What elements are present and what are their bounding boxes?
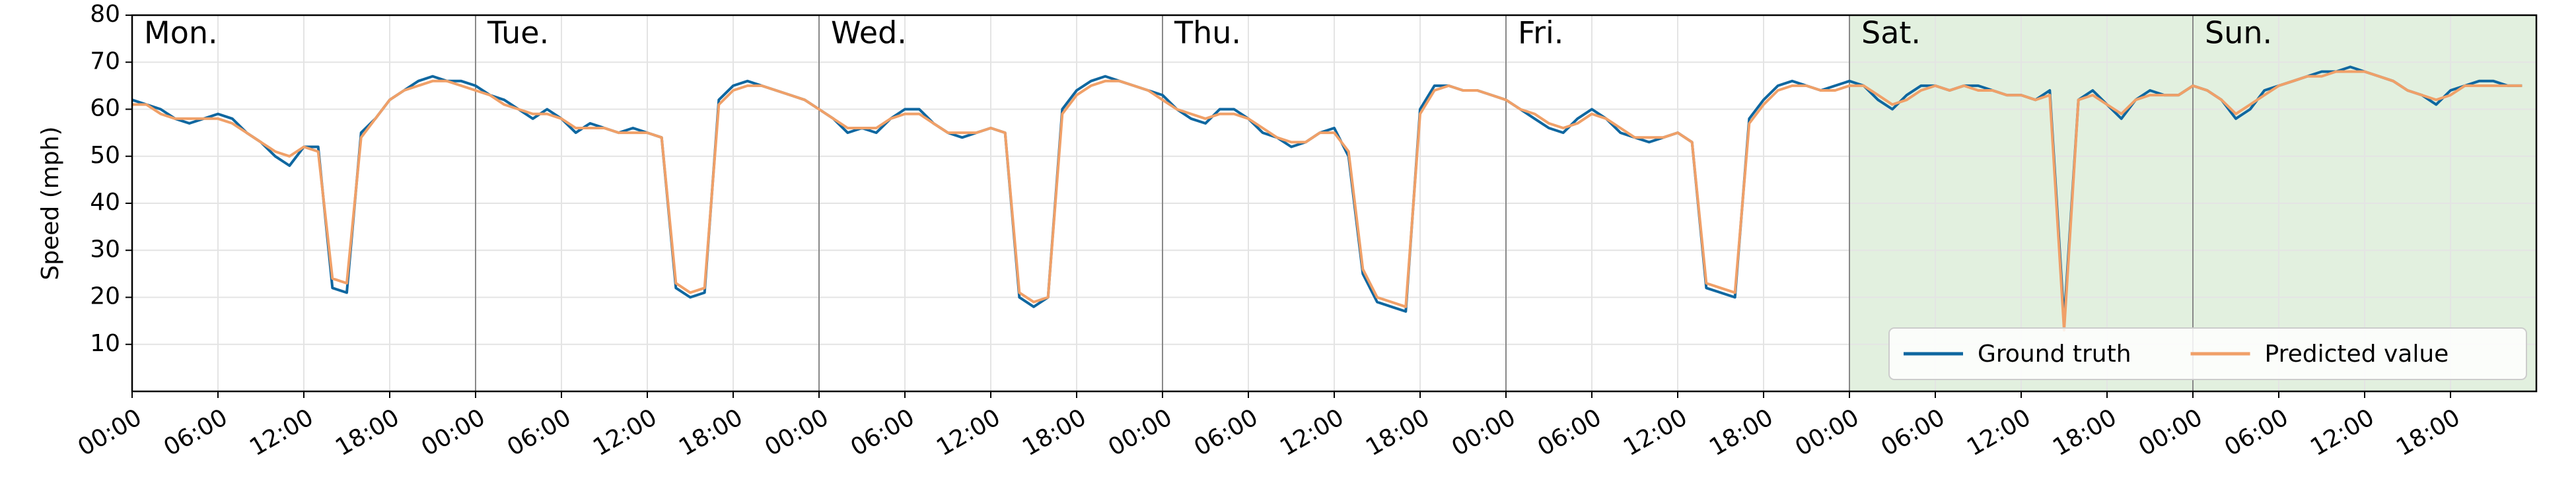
x-tick-label: 00:00 [1791, 404, 1863, 461]
y-tick-label: 50 [90, 142, 120, 169]
x-tick-label: 12:00 [1619, 404, 1692, 461]
x-tick-label: 12:00 [932, 404, 1005, 461]
x-tick-label: 00:00 [73, 404, 146, 461]
y-tick-label: 20 [90, 283, 120, 310]
legend-label: Predicted value [2265, 341, 2449, 368]
x-tick-label: 18:00 [1018, 404, 1091, 461]
day-label: Tue. [487, 15, 549, 50]
day-label: Thu. [1174, 15, 1241, 50]
x-tick-label: 06:00 [1877, 404, 1949, 461]
x-tick-label: 12:00 [1962, 404, 2035, 461]
plot-frame [131, 14, 2538, 393]
series-line [132, 70, 2522, 332]
y-axis-label: Speed (mph) [37, 126, 64, 280]
day-label: Fri. [1518, 15, 1563, 50]
y-tick-label: 40 [90, 189, 120, 216]
y-tick-label: 10 [90, 330, 120, 357]
day-label: Wed. [831, 15, 907, 50]
x-tick-label: 18:00 [331, 404, 404, 461]
x-tick-label: 18:00 [1705, 404, 1777, 461]
y-tick-label: 60 [90, 95, 120, 122]
x-tick-label: 00:00 [1447, 404, 1520, 461]
x-tick-label: 18:00 [1361, 404, 1434, 461]
x-tick-label: 00:00 [417, 404, 489, 461]
series-line [131, 65, 2522, 323]
y-tick-label: 70 [90, 48, 120, 75]
x-tick-label: 00:00 [760, 404, 833, 461]
x-tick-label: 00:00 [1104, 404, 1176, 461]
y-tick-label: 80 [90, 1, 120, 28]
x-tick-label: 12:00 [589, 404, 661, 461]
legend-label: Ground truth [1978, 341, 2131, 368]
x-tick-label: 12:00 [1275, 404, 1348, 461]
x-tick-label: 06:00 [846, 404, 919, 461]
x-tick-label: 18:00 [674, 404, 747, 461]
day-label: Sun. [2205, 15, 2272, 50]
day-label: Mon. [144, 15, 218, 50]
x-tick-label: 06:00 [159, 404, 232, 461]
x-tick-label: 18:00 [2392, 404, 2464, 461]
x-tick-label: 06:00 [1190, 404, 1262, 461]
x-tick-label: 06:00 [2220, 404, 2293, 461]
x-tick-label: 18:00 [2048, 404, 2121, 461]
x-tick-label: 12:00 [245, 404, 318, 461]
y-tick-label: 30 [90, 236, 120, 263]
x-tick-label: 00:00 [2134, 404, 2207, 461]
day-label: Sat. [1861, 15, 1921, 50]
x-tick-label: 06:00 [503, 404, 575, 461]
x-tick-label: 12:00 [2306, 404, 2379, 461]
x-tick-label: 06:00 [1533, 404, 1606, 461]
